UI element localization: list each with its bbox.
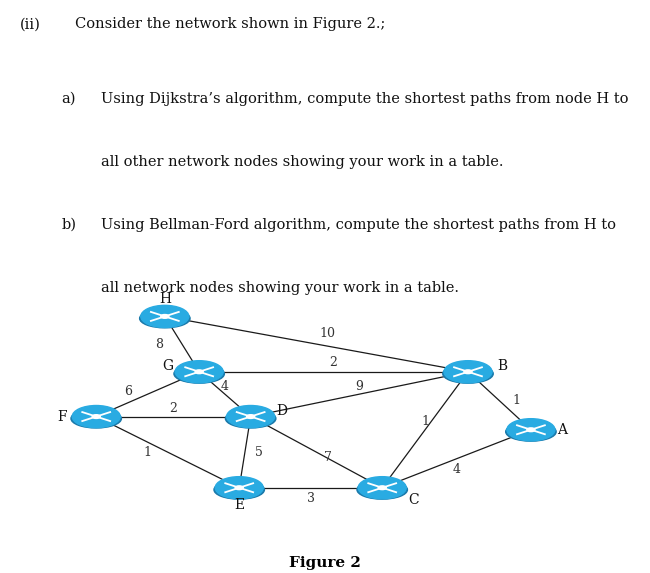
Text: 7: 7 <box>324 451 332 464</box>
Text: A: A <box>558 423 567 437</box>
Circle shape <box>378 486 386 489</box>
Circle shape <box>235 486 243 489</box>
Text: Using Dijkstra’s algorithm, compute the shortest paths from node H to: Using Dijkstra’s algorithm, compute the … <box>101 92 629 105</box>
Text: all network nodes showing your work in a table.: all network nodes showing your work in a… <box>101 281 459 295</box>
Circle shape <box>227 406 275 427</box>
Ellipse shape <box>443 364 493 383</box>
Circle shape <box>246 415 255 418</box>
Ellipse shape <box>174 364 224 383</box>
Text: 1: 1 <box>513 394 521 407</box>
Text: 3: 3 <box>307 492 315 505</box>
Text: 2: 2 <box>170 402 177 415</box>
Text: (ii): (ii) <box>20 17 40 31</box>
Circle shape <box>527 428 535 431</box>
Circle shape <box>175 360 223 383</box>
Ellipse shape <box>506 422 556 441</box>
Ellipse shape <box>357 480 408 499</box>
Text: a): a) <box>62 92 76 105</box>
Circle shape <box>358 477 406 499</box>
Text: D: D <box>277 405 287 418</box>
Text: F: F <box>57 410 67 423</box>
Ellipse shape <box>71 409 122 428</box>
Ellipse shape <box>226 409 276 428</box>
Text: 4: 4 <box>452 463 461 476</box>
Circle shape <box>215 477 263 499</box>
Ellipse shape <box>214 480 265 499</box>
Text: G: G <box>162 359 174 374</box>
Text: 1: 1 <box>144 446 151 458</box>
Text: E: E <box>234 498 244 512</box>
Text: H: H <box>159 292 171 307</box>
Text: Figure 2: Figure 2 <box>289 556 361 570</box>
Text: all other network nodes showing your work in a table.: all other network nodes showing your wor… <box>101 155 503 168</box>
Text: 10: 10 <box>320 327 336 340</box>
Text: Consider the network shown in Figure 2.;: Consider the network shown in Figure 2.; <box>75 17 385 31</box>
Text: 9: 9 <box>356 380 363 393</box>
Text: C: C <box>408 493 419 507</box>
Text: 4: 4 <box>221 380 229 393</box>
Circle shape <box>161 315 169 318</box>
Circle shape <box>444 360 492 383</box>
Text: 8: 8 <box>155 337 163 351</box>
Circle shape <box>464 370 472 374</box>
Text: 2: 2 <box>330 356 337 369</box>
Circle shape <box>92 415 100 418</box>
Text: b): b) <box>62 218 77 231</box>
Circle shape <box>72 406 120 427</box>
Text: 5: 5 <box>255 446 263 458</box>
Text: Using Bellman-Ford algorithm, compute the shortest paths from H to: Using Bellman-Ford algorithm, compute th… <box>101 218 616 231</box>
Text: B: B <box>497 359 508 374</box>
Ellipse shape <box>140 309 190 328</box>
Circle shape <box>195 370 203 374</box>
Circle shape <box>141 305 189 328</box>
Text: 1: 1 <box>421 415 429 429</box>
Text: 6: 6 <box>124 385 132 398</box>
Circle shape <box>507 419 555 441</box>
